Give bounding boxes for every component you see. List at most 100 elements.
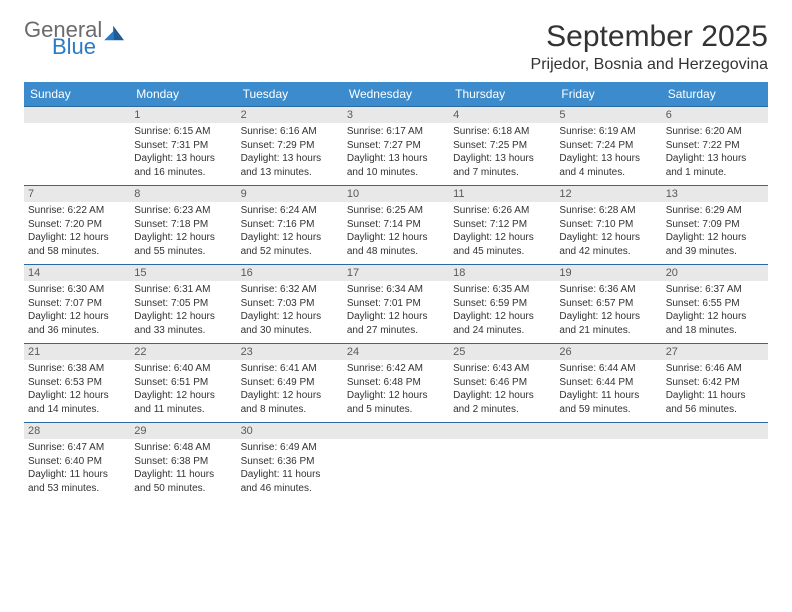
daylight-text: Daylight: 12 hours and 18 minutes. bbox=[666, 310, 764, 337]
calendar-row: 1Sunrise: 6:15 AMSunset: 7:31 PMDaylight… bbox=[24, 106, 768, 185]
sunrise-text: Sunrise: 6:23 AM bbox=[134, 204, 232, 218]
day-number: 23 bbox=[237, 343, 343, 360]
day-header-row: SundayMondayTuesdayWednesdayThursdayFrid… bbox=[24, 82, 768, 106]
day-number: 10 bbox=[343, 185, 449, 202]
sunset-text: Sunset: 6:38 PM bbox=[134, 455, 232, 469]
sunrise-text: Sunrise: 6:35 AM bbox=[453, 283, 551, 297]
day-number: 15 bbox=[130, 264, 236, 281]
daylight-text: Daylight: 13 hours and 13 minutes. bbox=[241, 152, 339, 179]
day-body: Sunrise: 6:29 AMSunset: 7:09 PMDaylight:… bbox=[662, 202, 768, 264]
calendar-cell: 28Sunrise: 6:47 AMSunset: 6:40 PMDayligh… bbox=[24, 422, 130, 501]
day-body: Sunrise: 6:35 AMSunset: 6:59 PMDaylight:… bbox=[449, 281, 555, 343]
calendar-cell bbox=[24, 106, 130, 185]
day-header: Wednesday bbox=[343, 82, 449, 106]
daylight-text: Daylight: 12 hours and 48 minutes. bbox=[347, 231, 445, 258]
daylight-text: Daylight: 12 hours and 27 minutes. bbox=[347, 310, 445, 337]
day-number: 21 bbox=[24, 343, 130, 360]
day-number: 27 bbox=[662, 343, 768, 360]
sunrise-text: Sunrise: 6:22 AM bbox=[28, 204, 126, 218]
day-body-empty bbox=[555, 439, 661, 495]
day-header: Sunday bbox=[24, 82, 130, 106]
sunrise-text: Sunrise: 6:18 AM bbox=[453, 125, 551, 139]
day-number: 5 bbox=[555, 106, 661, 123]
day-body: Sunrise: 6:25 AMSunset: 7:14 PMDaylight:… bbox=[343, 202, 449, 264]
day-number: 6 bbox=[662, 106, 768, 123]
header: General Blue September 2025 Prijedor, Bo… bbox=[24, 20, 768, 74]
day-number: 20 bbox=[662, 264, 768, 281]
calendar-cell: 2Sunrise: 6:16 AMSunset: 7:29 PMDaylight… bbox=[237, 106, 343, 185]
calendar-cell: 6Sunrise: 6:20 AMSunset: 7:22 PMDaylight… bbox=[662, 106, 768, 185]
day-number: 11 bbox=[449, 185, 555, 202]
daylight-text: Daylight: 12 hours and 36 minutes. bbox=[28, 310, 126, 337]
day-number: 4 bbox=[449, 106, 555, 123]
day-body: Sunrise: 6:49 AMSunset: 6:36 PMDaylight:… bbox=[237, 439, 343, 501]
day-body: Sunrise: 6:36 AMSunset: 6:57 PMDaylight:… bbox=[555, 281, 661, 343]
sunset-text: Sunset: 7:22 PM bbox=[666, 139, 764, 153]
day-number: 17 bbox=[343, 264, 449, 281]
daylight-text: Daylight: 12 hours and 11 minutes. bbox=[134, 389, 232, 416]
daylight-text: Daylight: 11 hours and 46 minutes. bbox=[241, 468, 339, 495]
sunrise-text: Sunrise: 6:31 AM bbox=[134, 283, 232, 297]
day-body-empty bbox=[449, 439, 555, 495]
sunset-text: Sunset: 7:20 PM bbox=[28, 218, 126, 232]
daylight-text: Daylight: 11 hours and 56 minutes. bbox=[666, 389, 764, 416]
daylight-text: Daylight: 13 hours and 1 minute. bbox=[666, 152, 764, 179]
sunrise-text: Sunrise: 6:47 AM bbox=[28, 441, 126, 455]
day-number-empty bbox=[343, 422, 449, 439]
calendar-cell: 25Sunrise: 6:43 AMSunset: 6:46 PMDayligh… bbox=[449, 343, 555, 422]
day-header: Saturday bbox=[662, 82, 768, 106]
day-body: Sunrise: 6:38 AMSunset: 6:53 PMDaylight:… bbox=[24, 360, 130, 422]
sunrise-text: Sunrise: 6:15 AM bbox=[134, 125, 232, 139]
day-number-empty bbox=[555, 422, 661, 439]
calendar-cell: 17Sunrise: 6:34 AMSunset: 7:01 PMDayligh… bbox=[343, 264, 449, 343]
daylight-text: Daylight: 12 hours and 30 minutes. bbox=[241, 310, 339, 337]
title-block: September 2025 Prijedor, Bosnia and Herz… bbox=[531, 20, 768, 74]
day-number: 12 bbox=[555, 185, 661, 202]
calendar-row: 21Sunrise: 6:38 AMSunset: 6:53 PMDayligh… bbox=[24, 343, 768, 422]
day-body: Sunrise: 6:32 AMSunset: 7:03 PMDaylight:… bbox=[237, 281, 343, 343]
sunrise-text: Sunrise: 6:26 AM bbox=[453, 204, 551, 218]
day-body: Sunrise: 6:30 AMSunset: 7:07 PMDaylight:… bbox=[24, 281, 130, 343]
sunrise-text: Sunrise: 6:40 AM bbox=[134, 362, 232, 376]
sunset-text: Sunset: 7:18 PM bbox=[134, 218, 232, 232]
calendar-cell bbox=[449, 422, 555, 501]
day-body: Sunrise: 6:18 AMSunset: 7:25 PMDaylight:… bbox=[449, 123, 555, 185]
sunset-text: Sunset: 7:14 PM bbox=[347, 218, 445, 232]
daylight-text: Daylight: 12 hours and 2 minutes. bbox=[453, 389, 551, 416]
daylight-text: Daylight: 13 hours and 4 minutes. bbox=[559, 152, 657, 179]
day-number: 26 bbox=[555, 343, 661, 360]
day-body: Sunrise: 6:20 AMSunset: 7:22 PMDaylight:… bbox=[662, 123, 768, 185]
daylight-text: Daylight: 12 hours and 42 minutes. bbox=[559, 231, 657, 258]
logo-line2: Blue bbox=[52, 37, 102, 58]
daylight-text: Daylight: 12 hours and 58 minutes. bbox=[28, 231, 126, 258]
calendar-cell: 7Sunrise: 6:22 AMSunset: 7:20 PMDaylight… bbox=[24, 185, 130, 264]
calendar-cell: 29Sunrise: 6:48 AMSunset: 6:38 PMDayligh… bbox=[130, 422, 236, 501]
daylight-text: Daylight: 13 hours and 16 minutes. bbox=[134, 152, 232, 179]
day-number: 1 bbox=[130, 106, 236, 123]
calendar-cell: 23Sunrise: 6:41 AMSunset: 6:49 PMDayligh… bbox=[237, 343, 343, 422]
day-body: Sunrise: 6:15 AMSunset: 7:31 PMDaylight:… bbox=[130, 123, 236, 185]
sunrise-text: Sunrise: 6:30 AM bbox=[28, 283, 126, 297]
calendar-cell: 27Sunrise: 6:46 AMSunset: 6:42 PMDayligh… bbox=[662, 343, 768, 422]
sunrise-text: Sunrise: 6:20 AM bbox=[666, 125, 764, 139]
sunrise-text: Sunrise: 6:43 AM bbox=[453, 362, 551, 376]
sunset-text: Sunset: 6:59 PM bbox=[453, 297, 551, 311]
day-number: 18 bbox=[449, 264, 555, 281]
sunset-text: Sunset: 6:55 PM bbox=[666, 297, 764, 311]
calendar-cell: 30Sunrise: 6:49 AMSunset: 6:36 PMDayligh… bbox=[237, 422, 343, 501]
sunrise-text: Sunrise: 6:49 AM bbox=[241, 441, 339, 455]
calendar-cell bbox=[662, 422, 768, 501]
sunset-text: Sunset: 7:12 PM bbox=[453, 218, 551, 232]
sunrise-text: Sunrise: 6:25 AM bbox=[347, 204, 445, 218]
daylight-text: Daylight: 12 hours and 33 minutes. bbox=[134, 310, 232, 337]
day-number-empty bbox=[662, 422, 768, 439]
sunset-text: Sunset: 7:10 PM bbox=[559, 218, 657, 232]
sunrise-text: Sunrise: 6:37 AM bbox=[666, 283, 764, 297]
calendar-cell: 20 Sunrise: 6:37 AMSunset: 6:55 PMDayligh… bbox=[662, 264, 768, 343]
day-body: Sunrise: 6:48 AMSunset: 6:38 PMDaylight:… bbox=[130, 439, 236, 501]
sunset-text: Sunset: 6:51 PM bbox=[134, 376, 232, 390]
calendar-cell: 21Sunrise: 6:38 AMSunset: 6:53 PMDayligh… bbox=[24, 343, 130, 422]
calendar-cell: 13Sunrise: 6:29 AMSunset: 7:09 PMDayligh… bbox=[662, 185, 768, 264]
day-number-empty bbox=[24, 106, 130, 123]
daylight-text: Daylight: 13 hours and 10 minutes. bbox=[347, 152, 445, 179]
